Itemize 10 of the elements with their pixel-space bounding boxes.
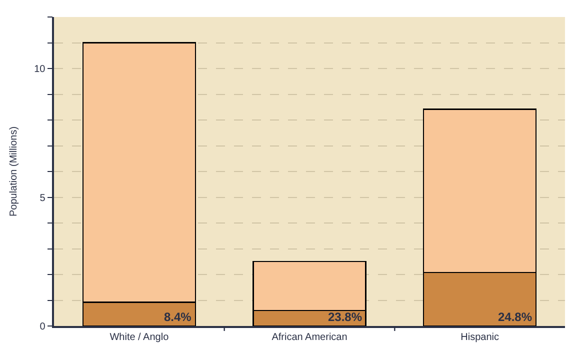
annotation: 23.8% xyxy=(328,310,362,324)
x-tick-label: Hispanic xyxy=(460,332,500,343)
y-tick-label: 0 xyxy=(40,322,46,332)
x-tick-label: White / Anglo xyxy=(110,332,170,343)
y-tick-label: 5 xyxy=(40,192,46,204)
y-axis-title: Population (Millions) xyxy=(8,126,20,217)
y-tick-label: 10 xyxy=(34,64,46,75)
x-tick-label: African American xyxy=(272,332,348,343)
annotation: 24.8% xyxy=(498,310,532,324)
annotation: 8.4% xyxy=(164,310,192,324)
